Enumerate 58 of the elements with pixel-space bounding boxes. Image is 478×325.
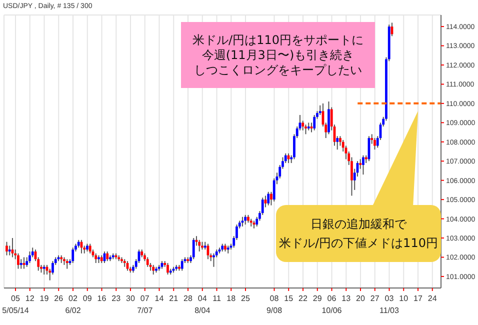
x-tick-label: 17 [414,294,423,303]
x-tick-label: 25 [241,294,250,303]
candlestick [8,245,11,256]
x-tick-label: 07 7/07 [137,294,154,315]
candlestick [152,264,155,276]
candlestick [374,138,376,150]
candlestick [198,239,201,252]
candlestick [362,154,364,176]
annotation: 米ドル/円は110円をサポートに今週(11月3日〜)も引き続きしつこくロングをキープしたい [192,32,364,78]
candlestick [328,101,330,135]
candlestick [94,252,98,264]
x-tick-label: 15 [284,294,294,303]
x-tick-label: 14 [154,294,164,303]
x-tick-label: 04 8/04 [194,294,211,315]
x-tick-label: 29 [312,294,322,303]
x-tick-label: 26 [54,294,64,303]
x-tick-label: 16 [97,294,107,303]
x-tick-label: 22 [298,294,308,303]
candlestick [146,256,149,268]
candlestick [20,258,22,270]
candlestick [180,258,184,272]
candlestick [88,243,92,254]
x-tick-label: 20 [356,294,366,303]
candlestick [28,250,31,264]
candlestick [17,252,20,270]
candlestick [244,214,247,226]
candlestick [336,136,339,150]
candlestick [318,104,322,116]
x-tick-label: 24 [428,294,438,303]
x-tick-label: 09 [82,294,92,303]
candlestick [66,258,68,270]
x-tick-label: 23 [112,294,122,303]
candlestick [270,191,272,206]
annotation: 日銀の追加緩和で米ドル/円の下値メドは110円 [279,216,438,252]
x-tick-label: 02 6/02 [65,294,82,315]
candlestick [6,241,8,256]
x-tick-label: 28 [184,294,193,303]
candlestick [192,238,195,260]
candlestick [106,250,109,262]
candlestick [72,247,74,264]
x-tick-label: 30 [126,294,136,303]
x-tick-label: 27 [370,294,380,303]
candlestick [304,124,307,135]
candlestick [166,262,169,276]
x-tick-label: 19 [40,294,50,303]
x-tick-label: 11 [212,294,222,303]
candlestick [42,264,46,276]
x-tick-label: 08 9/08 [266,294,283,315]
candlestick [313,114,316,131]
x-tick-label: 18 [226,294,236,303]
x-tick-label: 21 [169,294,179,303]
candlestick [302,120,304,131]
x-tick-label: 10 [399,294,409,303]
x-tick-label: 12 [25,294,35,303]
x-tick-label: 03 11/03 [380,294,400,315]
x-tick-label: 13 [342,294,352,303]
x-tick-label: 06 10/06 [322,294,342,315]
candlestick [267,191,270,206]
